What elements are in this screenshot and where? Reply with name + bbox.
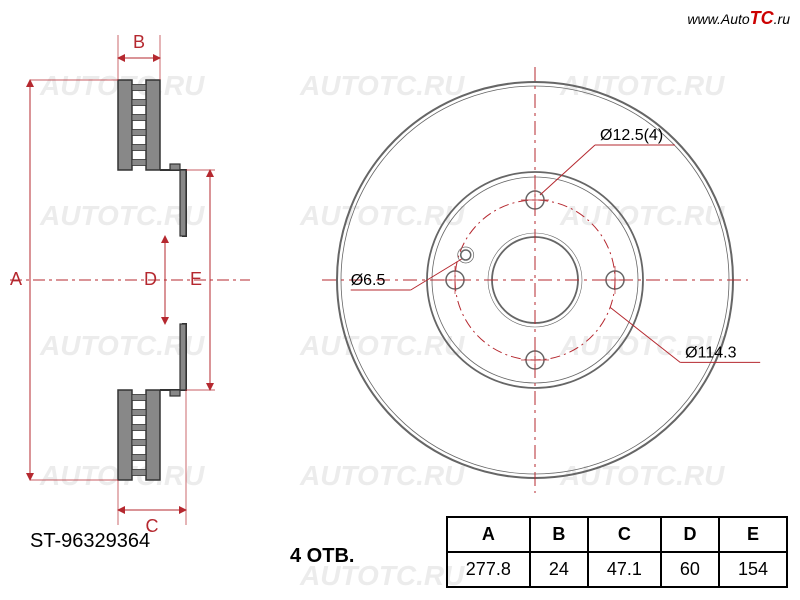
holes-count-label: 4 ОТВ. [290, 545, 354, 568]
table-header: D [661, 517, 719, 552]
table-cell: 277.8 [447, 552, 530, 587]
svg-text:E: E [190, 269, 202, 289]
table-header: C [588, 517, 661, 552]
svg-text:Ø6.5: Ø6.5 [351, 272, 386, 289]
side-view-drawing: ADEBC [0, 0, 260, 580]
table-cell: 24 [530, 552, 588, 587]
table-cell: 154 [719, 552, 787, 587]
table-header-row: ABCDE [447, 517, 787, 552]
svg-text:B: B [133, 32, 145, 52]
front-view-drawing: Ø12.5(4) Ø6.5 Ø114.3 [320, 0, 780, 560]
svg-text:D: D [144, 269, 157, 289]
dimensions-table: ABCDE 277.82447.160154 [446, 516, 788, 588]
part-number: ST-96329364 [30, 530, 150, 553]
table-header: A [447, 517, 530, 552]
table-header: E [719, 517, 787, 552]
table-cell: 60 [661, 552, 719, 587]
table-cell: 47.1 [588, 552, 661, 587]
svg-text:A: A [10, 269, 22, 289]
table-header: B [530, 517, 588, 552]
svg-text:Ø114.3: Ø114.3 [685, 344, 736, 361]
table-value-row: 277.82447.160154 [447, 552, 787, 587]
svg-text:Ø12.5(4): Ø12.5(4) [600, 127, 663, 144]
